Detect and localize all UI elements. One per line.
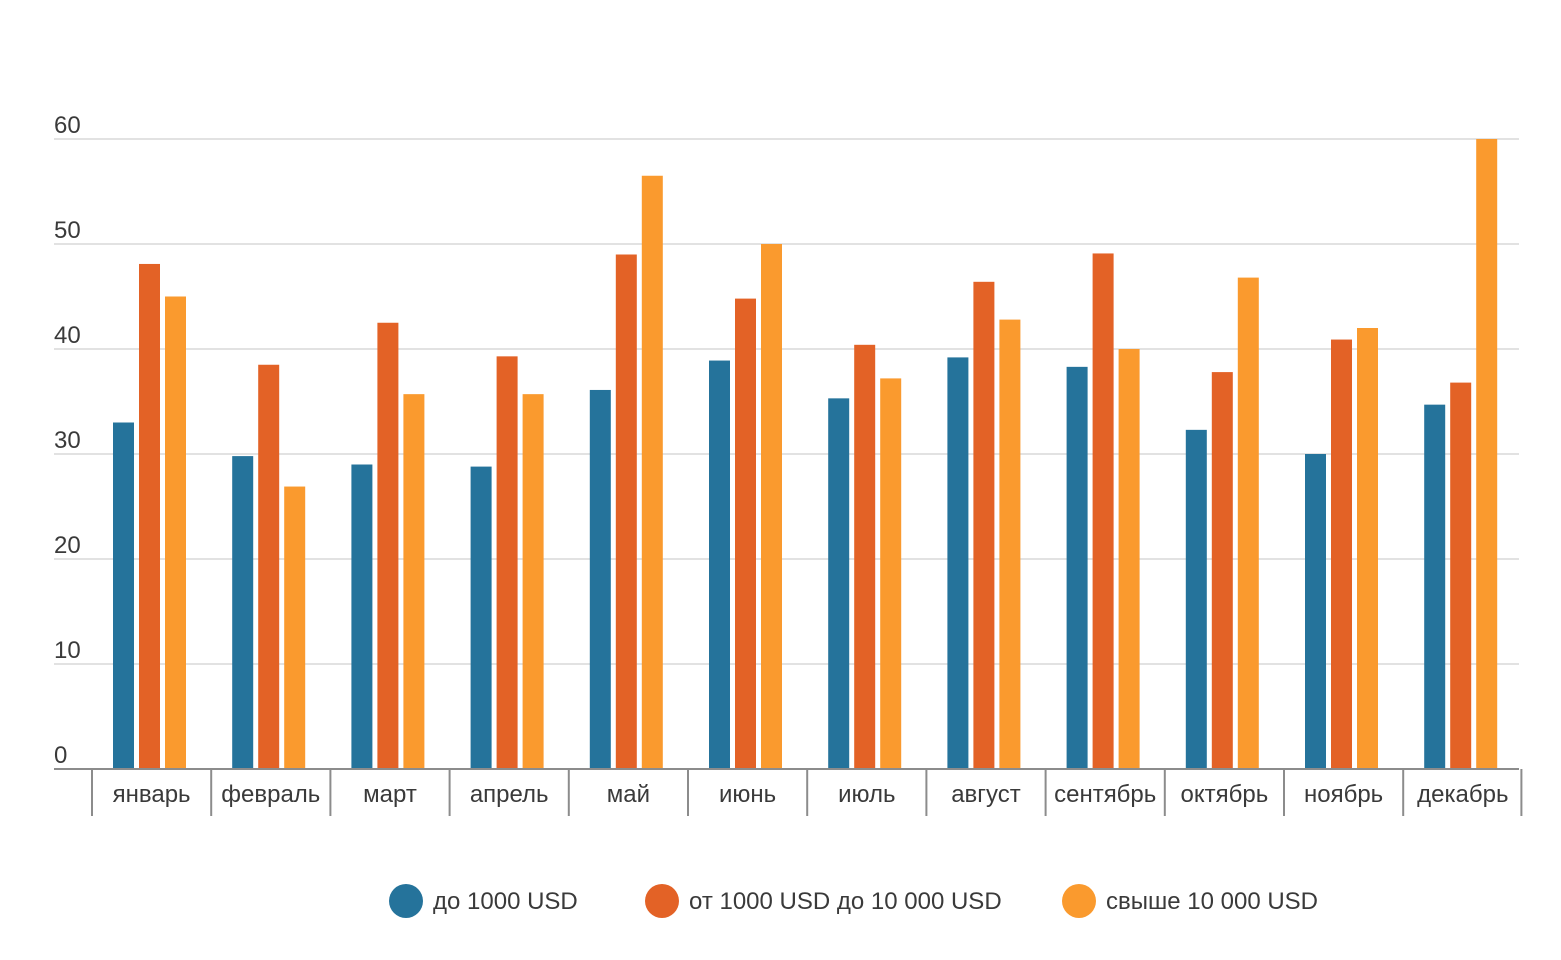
bar	[828, 398, 850, 769]
bar	[113, 422, 134, 769]
y-tick-label: 20	[54, 532, 81, 559]
bar	[641, 175, 663, 769]
bar	[1476, 139, 1498, 769]
y-tick-label: 30	[54, 427, 81, 454]
bar	[1092, 253, 1114, 769]
x-axis	[54, 768, 1523, 816]
bar	[589, 389, 611, 769]
category-label: октябрь	[1181, 781, 1269, 808]
bar	[973, 281, 995, 769]
legend-label: до 1000 USD	[433, 888, 578, 915]
bar	[854, 344, 876, 769]
bar	[377, 322, 399, 769]
bar	[947, 357, 969, 769]
x-axis-category-labels: январь февраль март апрель май июнь июль август…	[113, 781, 1509, 808]
bar	[1450, 382, 1472, 769]
bar	[258, 364, 280, 769]
bar	[351, 464, 373, 769]
y-axis-tick-labels: 0 10 20 30 40 50 60	[54, 112, 81, 769]
legend-label: свыше 10 000 USD	[1106, 888, 1318, 915]
bar	[1331, 339, 1352, 769]
bar	[1305, 454, 1326, 769]
bar	[403, 394, 425, 769]
bar	[139, 263, 160, 769]
bars	[113, 139, 1498, 769]
bar	[496, 356, 518, 769]
bar	[761, 244, 782, 769]
category-label: июнь	[719, 781, 776, 808]
y-tick-label: 0	[54, 742, 67, 769]
category-label: февраль	[221, 781, 320, 808]
bar	[735, 298, 756, 769]
bar	[1211, 372, 1233, 769]
category-label: июль	[838, 781, 895, 808]
category-label: апрель	[470, 781, 549, 808]
category-label: март	[363, 781, 417, 808]
category-label: август	[951, 781, 1021, 808]
bar	[1066, 366, 1088, 769]
bar	[999, 319, 1021, 769]
category-label: декабрь	[1417, 781, 1508, 808]
category-label: январь	[113, 781, 191, 808]
y-tick-label: 50	[54, 217, 81, 244]
category-label: ноябрь	[1304, 781, 1383, 808]
bar	[1424, 404, 1446, 769]
bar	[284, 486, 306, 769]
y-tick-label: 60	[54, 112, 81, 139]
legend-swatch	[389, 884, 423, 918]
legend-swatch	[1062, 884, 1096, 918]
bar	[232, 456, 254, 769]
bar	[165, 296, 186, 769]
bar	[880, 378, 902, 769]
category-label: сентябрь	[1054, 781, 1156, 808]
category-label: май	[607, 781, 650, 808]
legend-swatch	[645, 884, 679, 918]
y-tick-label: 40	[54, 322, 81, 349]
bar	[522, 394, 544, 769]
legend: до 1000 USD от 1000 USD до 10 000 USD свыш…	[389, 884, 1318, 918]
bar	[470, 466, 492, 769]
legend-label: от 1000 USD до 10 000 USD	[689, 888, 1002, 915]
bar	[1118, 349, 1140, 769]
bar	[1185, 429, 1207, 769]
bar	[1357, 328, 1378, 769]
bar	[1237, 277, 1259, 769]
y-tick-label: 10	[54, 637, 81, 664]
bar	[615, 254, 637, 769]
bar	[709, 360, 730, 769]
